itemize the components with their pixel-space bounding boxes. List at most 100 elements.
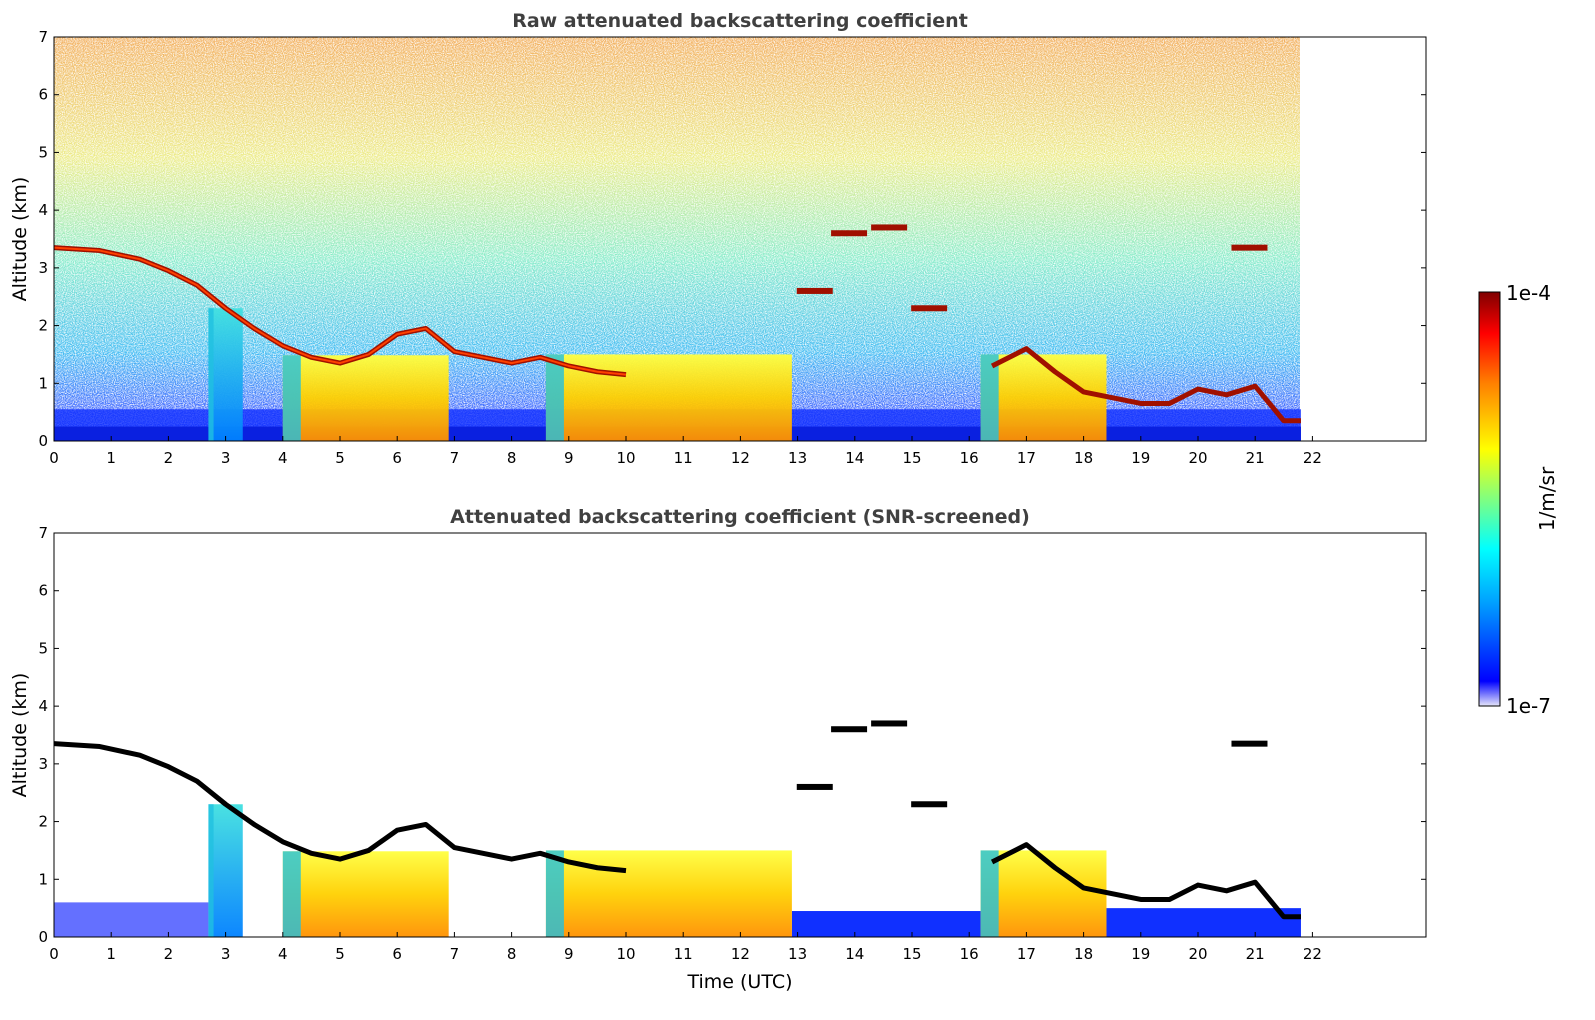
mid-level-cloud-patch [1231, 740, 1268, 747]
x-tick-label: 12 [731, 449, 750, 467]
x-tick-label: 9 [564, 945, 574, 963]
cloud-base-layer-inner [54, 246, 627, 376]
x-tick-label: 6 [392, 449, 402, 467]
x-tick-label: 15 [902, 945, 921, 963]
y-tick-label: 7 [38, 524, 48, 542]
surface-band [54, 902, 209, 937]
x-tick-label: 14 [845, 449, 864, 467]
x-tick-label: 1 [106, 945, 116, 963]
colorbar-gradient [1478, 291, 1501, 707]
y-tick-label: 1 [38, 870, 48, 888]
y-tick-label: 3 [38, 259, 48, 277]
x-tick-label: 13 [788, 449, 807, 467]
x-tick-label: 17 [1017, 945, 1036, 963]
x-tick-label: 4 [278, 449, 288, 467]
y-tick-label: 0 [38, 928, 48, 946]
x-tick-label: 20 [1188, 945, 1207, 963]
x-tick-label: 10 [616, 449, 635, 467]
mid-level-cloud-patch [911, 305, 948, 312]
mid-level-cloud-patch [871, 224, 908, 231]
x-tick-label: 9 [564, 449, 574, 467]
panel-screened-title: Attenuated backscattering coefficient (S… [450, 506, 1030, 528]
shaft-edge [282, 355, 301, 441]
colorbar-units-label: 1/m/sr [1535, 466, 1559, 531]
x-tick-label: 20 [1188, 449, 1207, 467]
precipitation-shaft [980, 354, 1107, 441]
x-tick-label: 10 [616, 945, 635, 963]
mid-level-cloud-patch [831, 230, 868, 237]
x-tick-label: 11 [674, 449, 693, 467]
panel-screened-axes: 0 1 2 3 4 5 6 7 8 9 10 11 12 13 14 15 16 17 18 19 20 21 220123… [38, 524, 1426, 963]
x-tick-label: 21 [1246, 945, 1265, 963]
x-tick-label: 18 [1074, 449, 1093, 467]
x-tick-label: 11 [674, 945, 693, 963]
x-tick-label: 19 [1131, 449, 1150, 467]
y-tick-label: 2 [38, 813, 48, 831]
x-tick-label: 8 [507, 945, 517, 963]
shaft-edge [208, 804, 214, 937]
surface-band [791, 911, 981, 937]
shaft-edge [208, 308, 214, 441]
x-tick-label: 13 [788, 945, 807, 963]
x-tick-label: 16 [960, 449, 979, 467]
x-tick-label: 19 [1131, 945, 1150, 963]
y-tick-label: 3 [38, 755, 48, 773]
mid-level-cloud-patch [1231, 244, 1268, 251]
y-tick-label: 6 [38, 86, 48, 104]
y-tick-label: 7 [38, 28, 48, 46]
panel-raw: Raw attenuated backscattering coefficien… [9, 10, 1427, 467]
panel-raw-ylabel: Altitude (km) [9, 177, 31, 302]
x-tick-label: 12 [731, 945, 750, 963]
y-tick-label: 5 [38, 143, 48, 161]
x-tick-label: 14 [845, 945, 864, 963]
panel-screened-ylabel: Altitude (km) [9, 673, 31, 798]
x-tick-label: 18 [1074, 945, 1093, 963]
y-tick-label: 1 [38, 374, 48, 392]
x-tick-label: 21 [1246, 449, 1265, 467]
x-tick-label: 5 [335, 449, 345, 467]
x-tick-label: 6 [392, 945, 402, 963]
panel-screened: Attenuated backscattering coefficient (S… [9, 506, 1427, 993]
screened-data-marks [54, 720, 1301, 937]
colorbar: 1e-4 1e-7 1/m/sr [1478, 281, 1559, 718]
x-tick-label: 2 [164, 945, 174, 963]
panel-raw-plot-area [54, 37, 1301, 441]
panel-raw-title: Raw attenuated backscattering coefficien… [512, 10, 968, 32]
colorbar-min-label: 1e-7 [1506, 694, 1551, 718]
x-tick-label: 0 [49, 945, 59, 963]
shaft-edge [980, 354, 999, 441]
y-tick-label: 4 [38, 201, 48, 219]
x-tick-label: 4 [278, 945, 288, 963]
mid-level-cloud-patch [831, 726, 868, 733]
precipitation-shaft [208, 308, 243, 441]
x-tick-label: 5 [335, 945, 345, 963]
y-tick-label: 2 [38, 317, 48, 335]
x-tick-label: 16 [960, 945, 979, 963]
precipitation-shaft [282, 851, 449, 937]
shaft-edge [980, 850, 999, 937]
late-cloud-layer [990, 346, 1301, 424]
precipitation-shaft [980, 850, 1107, 937]
x-tick-label: 8 [507, 449, 517, 467]
x-tick-label: 15 [902, 449, 921, 467]
precipitation-shaft [282, 355, 449, 441]
shaft-edge [545, 354, 564, 441]
x-tick-label: 22 [1303, 449, 1322, 467]
mid-level-cloud-patch [911, 801, 948, 808]
x-tick-label: 7 [450, 449, 460, 467]
y-tick-label: 0 [38, 432, 48, 450]
x-tick-label: 3 [221, 449, 231, 467]
late-cloud-layer [990, 842, 1301, 920]
x-tick-label: 0 [49, 449, 59, 467]
panel-screened-plot-area [54, 720, 1301, 937]
panel-raw-axes: 0 1 2 3 4 5 6 7 8 9 10 11 12 13 14 15 16 17 18 19 20 21 220123… [38, 28, 1426, 467]
x-tick-label: 22 [1303, 945, 1322, 963]
mid-level-cloud-patch [796, 783, 833, 790]
shaft-edge [545, 850, 564, 937]
shaft-edge [282, 851, 301, 937]
y-tick-label: 4 [38, 697, 48, 715]
surface-band [1106, 908, 1301, 937]
precipitation-shaft [208, 804, 243, 937]
cloud-base-layer [54, 741, 627, 874]
